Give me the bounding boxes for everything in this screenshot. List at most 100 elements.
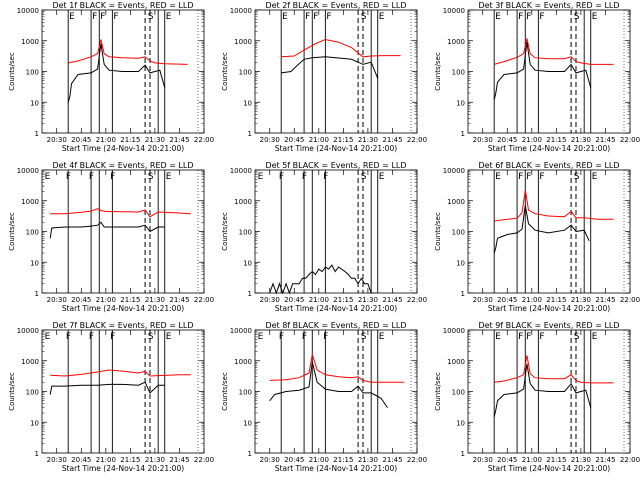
x-tick-label: 22:00 — [407, 136, 427, 144]
lld-series-line — [269, 354, 404, 383]
y-tick-label: 10 — [243, 419, 252, 427]
x-tick-label: 20:30 — [47, 456, 67, 464]
chart-title: Det 9f BLACK = Events, RED = LLD — [478, 321, 619, 330]
x-tick-label: 21:00 — [522, 136, 542, 144]
x-tick-label: 21:15 — [333, 456, 353, 464]
x-tick-label: 21:45 — [169, 296, 189, 304]
chart-title: Det 5f BLACK = Events, RED = LLD — [265, 161, 406, 170]
x-tick-label: 21:45 — [169, 456, 189, 464]
plot-frame — [41, 169, 205, 294]
interval-marker: F — [539, 172, 544, 182]
interval-marker: E — [379, 12, 385, 22]
events-series-line — [493, 42, 592, 100]
x-tick-label: 20:30 — [260, 456, 280, 464]
chart-panel-5: Det 5f BLACK = Events, RED = LLD 1 10 100 10… — [221, 161, 427, 313]
x-axis-label: Start Time (24-Nov-14 20:21:00) — [62, 144, 184, 153]
y-tick-label: 10 — [30, 259, 39, 267]
y-tick-label: 1000 — [447, 198, 465, 206]
x-axis-label: Start Time (24-Nov-14 20:21:00) — [275, 464, 397, 473]
interval-marker: S — [574, 12, 580, 22]
x-tick-label: 21:00 — [96, 136, 116, 144]
x-tick-label: 21:15 — [333, 136, 353, 144]
x-tick-label: 21:00 — [309, 296, 329, 304]
chart-panel-7: Det 7f BLACK = Events, RED = LLD 1 10 100 10… — [8, 321, 214, 473]
y-tick-label: 100 — [26, 389, 39, 397]
chart-title: Det 3f BLACK = Events, RED = LLD — [478, 1, 619, 10]
interval-marker: F — [526, 332, 531, 342]
x-tick-label: 20:30 — [47, 296, 67, 304]
x-tick-label: 21:30 — [358, 296, 378, 304]
lld-series-line — [494, 38, 614, 65]
interval-marker: F — [279, 172, 284, 182]
x-tick-label: 22:00 — [194, 456, 214, 464]
x-tick-label: 20:45 — [71, 456, 91, 464]
x-tick-label: 22:00 — [620, 296, 640, 304]
interval-marker: F — [518, 332, 523, 342]
x-tick-label: 20:45 — [497, 136, 517, 144]
y-tick-label: 100 — [239, 229, 252, 237]
interval-marker: S — [361, 172, 367, 182]
x-tick-label: 21:45 — [382, 456, 402, 464]
interval-marker: F — [302, 172, 307, 182]
interval-marker: E — [495, 172, 501, 182]
interval-marker: F — [539, 332, 544, 342]
y-axis-label: Counts/sec — [221, 372, 229, 411]
interval-marker: E — [379, 332, 385, 342]
y-tick-label: 1000 — [447, 38, 465, 46]
interval-marker: E — [379, 172, 385, 182]
x-tick-label: 20:45 — [71, 136, 91, 144]
events-series-line — [281, 56, 379, 79]
interval-marker: F — [100, 12, 105, 22]
x-tick-label: 20:30 — [260, 296, 280, 304]
chart-panel-9: Det 9f BLACK = Events, RED = LLD 1 10 100 10… — [434, 321, 640, 473]
chart-title: Det 4f BLACK = Events, RED = LLD — [52, 161, 193, 170]
chart-panel-1: Det 1f BLACK = Events, RED = LLD 1 10 100 10… — [8, 1, 214, 153]
x-axis-label: Start Time (24-Nov-14 20:21:00) — [488, 144, 610, 153]
interval-marker: F — [302, 332, 307, 342]
y-axis-label: Counts/sec — [8, 372, 16, 411]
x-tick-label: 21:15 — [546, 456, 566, 464]
y-tick-label: 10 — [30, 419, 39, 427]
x-tick-label: 21:30 — [145, 456, 165, 464]
x-axis-label: Start Time (24-Nov-14 20:21:00) — [275, 144, 397, 153]
interval-marker: F — [89, 332, 94, 342]
lld-series-line — [494, 355, 614, 384]
interval-marker: S — [148, 172, 154, 182]
interval-marker: F — [526, 172, 531, 182]
y-tick-label: 10000 — [230, 7, 252, 15]
events-series-line — [269, 264, 375, 295]
y-tick-label: 100 — [452, 69, 465, 77]
x-tick-label: 22:00 — [407, 296, 427, 304]
y-tick-label: 10 — [456, 419, 465, 427]
y-tick-label: 1 — [35, 290, 39, 298]
interval-marker: E — [166, 332, 172, 342]
chart-title: Det 6f BLACK = Events, RED = LLD — [478, 161, 619, 170]
y-tick-label: 1000 — [21, 38, 39, 46]
interval-marker: E — [166, 12, 172, 22]
x-tick-label: 20:45 — [497, 296, 517, 304]
lld-series-line — [281, 38, 401, 58]
interval-marker: F — [313, 12, 318, 22]
y-tick-label: 10000 — [230, 327, 252, 335]
chart-panel-4: Det 4f BLACK = Events, RED = LLD 1 10 100 10… — [8, 161, 214, 313]
y-tick-label: 10 — [456, 99, 465, 107]
x-tick-label: 21:45 — [595, 456, 615, 464]
interval-marker: F — [323, 332, 328, 342]
x-tick-label: 21:00 — [309, 136, 329, 144]
chart-title: Det 8f BLACK = Events, RED = LLD — [265, 321, 406, 330]
chart-title: Det 2f BLACK = Events, RED = LLD — [265, 1, 406, 10]
y-tick-label: 1 — [461, 450, 465, 458]
x-tick-label: 21:15 — [120, 136, 140, 144]
lld-series-line — [50, 369, 191, 377]
x-tick-label: 21:15 — [120, 456, 140, 464]
y-tick-label: 10000 — [230, 167, 252, 175]
interval-marker: E — [592, 172, 598, 182]
y-tick-label: 10000 — [17, 167, 39, 175]
chart-panel-2: Det 2f BLACK = Events, RED = LLD 1 10 100 10… — [221, 1, 427, 153]
interval-marker: E — [45, 332, 51, 342]
x-tick-label: 21:45 — [595, 296, 615, 304]
x-tick-label: 20:45 — [284, 136, 304, 144]
y-tick-label: 10 — [243, 259, 252, 267]
y-tick-label: 1000 — [234, 198, 252, 206]
